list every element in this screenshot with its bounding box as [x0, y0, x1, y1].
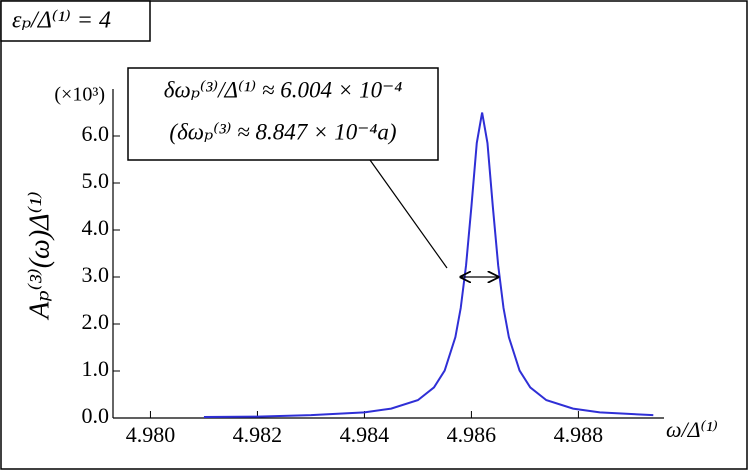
line-series [203, 112, 654, 419]
y-scale-label: (×10³) [54, 84, 105, 106]
annotation: δωₚ⁽³⁾/Δ⁽¹⁾ ≈ 6.004 × 10⁻⁴ [164, 77, 402, 102]
y-tick-label: 1.0 [82, 356, 110, 381]
y-tick-label: 2.0 [82, 309, 110, 334]
y-axis-title: Aₚ⁽³⁾(ω)Δ⁽¹⁾ [24, 191, 55, 321]
x-tick-label: 4.982 [233, 422, 283, 447]
y-tick-label: 5.0 [82, 168, 110, 193]
y-tick-label: 6.0 [82, 121, 110, 146]
x-tick-label: 4.980 [126, 422, 176, 447]
leader-line [369, 159, 448, 269]
y-tick-label: 4.0 [82, 215, 110, 240]
x-tick-label: 4.984 [340, 422, 390, 447]
chart-title: εₚ/Δ⁽¹⁾ = 4 [12, 8, 111, 34]
annotation: (δωₚ⁽³⁾ ≈ 8.847 × 10⁻⁴a) [169, 119, 396, 144]
x-tick-label: 4.986 [447, 422, 497, 447]
title-box [0, 0, 151, 42]
y-tick-label: 3.0 [82, 262, 110, 287]
annotation-box [127, 67, 439, 161]
x-tick-label: 4.988 [554, 422, 604, 447]
y-tick-label: 0.0 [82, 403, 110, 428]
x-axis-title: ω/Δ⁽¹⁾ [666, 417, 718, 442]
